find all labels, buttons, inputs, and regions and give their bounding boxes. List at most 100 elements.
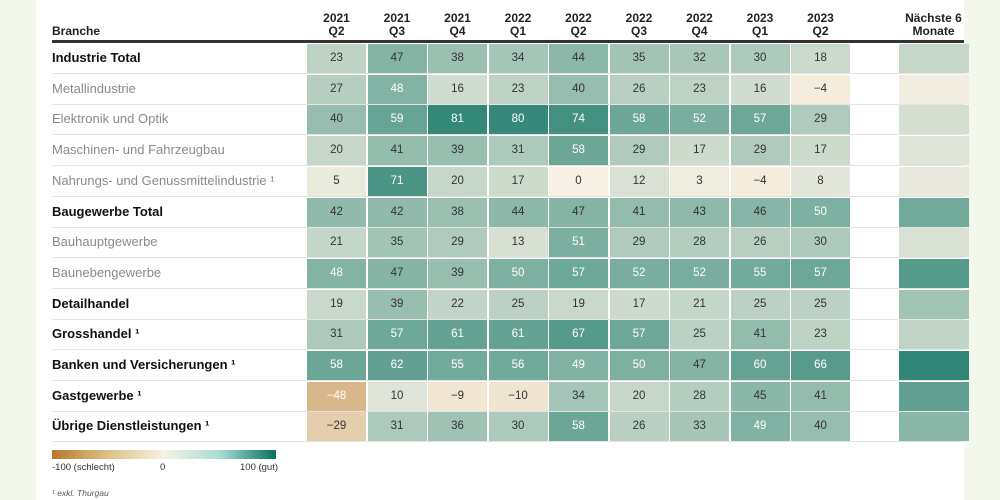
heatmap-cell: 5	[307, 166, 366, 196]
heatmap-cell: 41	[730, 320, 790, 350]
heatmap-cell: 17	[488, 166, 548, 196]
heatmap-cell: 33	[670, 412, 729, 442]
column-header-quarter: Q3	[388, 24, 405, 38]
heatmap-cell: 34	[549, 381, 608, 411]
heatmap-cell: 57	[730, 105, 790, 135]
outlook-cell	[898, 381, 969, 411]
outlook-cell	[898, 351, 969, 380]
column-header: 2021 Q4	[428, 6, 487, 38]
heatmap-cell: 23	[670, 74, 729, 104]
heatmap-cell: 81	[428, 105, 487, 135]
outlook-cell	[898, 258, 969, 288]
heatmap-cell: 28	[670, 228, 729, 258]
column-header-year: 2022	[565, 11, 592, 25]
outlook-cell	[898, 166, 969, 196]
heatmap-cell: 25	[488, 289, 548, 319]
row-label: Elektronik und Optik	[52, 111, 169, 127]
column-header-quarter: Q1	[509, 24, 526, 38]
row-label: Grosshandel ¹	[52, 326, 140, 342]
heatmap-cell: 47	[367, 258, 427, 288]
column-header-year: 2021	[383, 11, 411, 25]
column-header-quarter: Q3	[630, 24, 647, 38]
heatmap-cell: 48	[367, 74, 427, 104]
column-header-year: 2022	[686, 11, 713, 25]
row-label: Baunebengewerbe	[52, 264, 162, 280]
heatmap-cell: 57	[549, 258, 608, 288]
outlook-header-line1: Nächste 6	[905, 11, 962, 25]
heatmap-cell: 57	[609, 320, 669, 350]
heatmap-cell: 29	[609, 228, 669, 258]
heatmap-cell: 29	[791, 105, 850, 135]
heatmap-cell: 17	[791, 136, 850, 166]
heatmap-cell: 19	[549, 289, 608, 319]
heatmap-cell: 20	[428, 166, 487, 196]
heatmap-cell: 39	[428, 258, 487, 288]
column-header-year: 2023	[807, 11, 834, 25]
table-row: Baunebengewerbe 48 47 39 50 57 52 52 55 57	[52, 258, 969, 289]
heatmap-cell: −48	[307, 381, 366, 411]
heatmap-cell: 28	[670, 381, 729, 411]
heatmap-cell: 46	[730, 197, 790, 227]
heatmap-cell: 56	[488, 351, 548, 380]
heatmap-cell: 49	[730, 412, 790, 442]
heatmap-cell: 45	[730, 381, 790, 411]
table-row: Maschinen- und Fahrzeugbau 20 41 39 31 58 29 17…	[52, 135, 969, 167]
outlook-header: Nächste 6 Monate	[899, 6, 969, 38]
heatmap-cell: 60	[730, 351, 790, 380]
heatmap-cell: 52	[609, 258, 669, 288]
heatmap-cell: 23	[488, 74, 548, 104]
column-header: 2022 Q4	[670, 6, 729, 38]
footnote: ¹ exkl. Thurgau	[52, 488, 109, 498]
heatmap-cell: 62	[367, 351, 427, 380]
table-row: Elektronik und Optik 40 59 81 80 74 58 52 57 29	[52, 104, 969, 136]
heatmap-cell: 40	[307, 105, 366, 135]
heatmap-cell: 44	[549, 44, 608, 73]
column-header-year: 2023	[746, 11, 774, 25]
outlook-cell	[898, 74, 969, 104]
heatmap-cell: 25	[670, 320, 729, 350]
heatmap-cell: 25	[791, 289, 850, 319]
heatmap-cell: 50	[609, 351, 669, 380]
heatmap-cell: 50	[488, 258, 548, 288]
heatmap-cell: 40	[549, 74, 608, 104]
heatmap-cell: 29	[730, 136, 790, 166]
heatmap-cell: 57	[791, 258, 850, 288]
heatmap-cell: 20	[307, 136, 366, 166]
row-label: Metallindustrie	[52, 80, 136, 96]
heatmap-cell: −10	[488, 381, 548, 411]
heatmap-cell: 31	[307, 320, 366, 350]
heatmap-cell: 41	[609, 197, 669, 227]
heatmap-cell: 67	[549, 320, 608, 350]
heatmap-cell: 17	[670, 136, 729, 166]
heatmap-cell: 23	[307, 44, 366, 73]
heatmap-cell: 58	[549, 136, 608, 166]
heatmap-cell: 36	[428, 412, 487, 442]
row-header-label: Branche	[52, 6, 252, 38]
heatmap-cell: 26	[609, 412, 669, 442]
heatmap-cell: 80	[488, 105, 548, 135]
heatmap-cell: 61	[428, 320, 487, 350]
heatmap-cell: 8	[791, 166, 850, 196]
table-row: Bauhauptgewerbe 21 35 29 13 51 29 28 26 30	[52, 227, 969, 259]
heatmap-cell: 32	[670, 44, 729, 73]
heatmap-cell: 58	[609, 105, 669, 135]
heatmap-cell: 55	[428, 351, 487, 380]
heatmap-cell: 52	[670, 258, 729, 288]
header-rule	[52, 40, 964, 43]
row-label: Übrige Dienstleistungen ¹	[52, 418, 210, 434]
table-row: Industrie Total 23 47 38 34 44 35 32 30 18	[52, 43, 969, 74]
heatmap-cell: 13	[488, 228, 548, 258]
heatmap-cell: 29	[428, 228, 487, 258]
heatmap-cell: 42	[307, 197, 366, 227]
heatmap-cell: −4	[730, 166, 790, 196]
column-header: 2022 Q1	[489, 6, 548, 38]
heatmap-cell: −4	[791, 74, 850, 104]
row-label: Gastgewerbe ¹	[52, 387, 142, 403]
column-header-year: 2021	[323, 11, 350, 25]
heatmap-cell: 21	[307, 228, 366, 258]
heatmap-cell: 21	[670, 289, 729, 319]
row-label: Industrie Total	[52, 50, 141, 65]
column-header-quarter: Q2	[570, 24, 587, 38]
heatmap-cell: 47	[670, 351, 729, 380]
row-label: Detailhandel	[52, 295, 130, 311]
